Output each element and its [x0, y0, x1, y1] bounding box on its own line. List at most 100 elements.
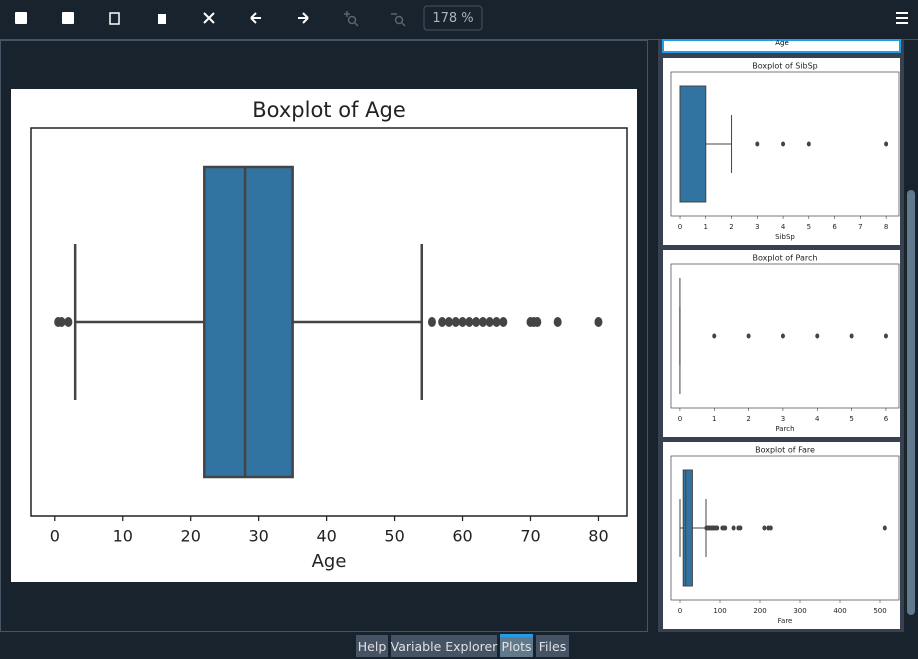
x-tick-label: 60 [452, 527, 472, 546]
outlier [849, 333, 854, 339]
x-axis-label: Parch [775, 425, 794, 433]
outlier [883, 333, 888, 339]
x-tick-label: 200 [753, 607, 766, 615]
x-tick-label: 30 [248, 527, 268, 546]
outlier [465, 317, 474, 327]
outlier [492, 317, 501, 327]
x-tick-label: 4 [781, 223, 786, 231]
outlier [499, 317, 508, 327]
outlier [438, 317, 447, 327]
outlier [762, 525, 767, 531]
x-tick-label: 8 [884, 223, 888, 231]
tab[interactable] [391, 635, 497, 657]
x-tick-label: 0 [678, 607, 682, 615]
x-tick-label: 300 [793, 607, 806, 615]
outlier [746, 333, 751, 339]
x-tick-label: 0 [678, 415, 682, 423]
save-all-button[interactable] [62, 12, 74, 24]
outlier [882, 525, 887, 531]
x-tick-label: 3 [781, 415, 785, 423]
x-tick-label: 0 [678, 223, 682, 231]
thumbnail[interactable] [662, 39, 901, 53]
x-tick-label: 80 [588, 527, 608, 546]
thumbnail[interactable] [663, 442, 900, 629]
x-tick-label: 1 [712, 415, 716, 423]
tab-indicator [500, 634, 533, 637]
outlier [723, 525, 728, 531]
outlier [451, 317, 460, 327]
x-tick-label: 7 [858, 223, 862, 231]
zoom-box[interactable] [423, 5, 483, 31]
splitter[interactable] [649, 40, 657, 632]
chart-title: Boxplot of Age [252, 98, 406, 122]
x-tick-label: 500 [873, 607, 886, 615]
outlier [478, 317, 487, 327]
x-tick-label: 10 [113, 527, 133, 546]
previous-button[interactable] [250, 12, 261, 24]
tab[interactable] [536, 635, 569, 657]
tab-label: Variable Explorer [391, 639, 498, 654]
tab[interactable] [500, 635, 533, 657]
axes-frame [670, 455, 900, 601]
outlier [731, 525, 736, 531]
axes-frame [670, 263, 900, 409]
outlier [780, 333, 785, 339]
x-tick-label: 5 [807, 223, 811, 231]
tab-label: Plots [501, 639, 531, 654]
copy-button[interactable] [109, 12, 120, 25]
outlier [458, 317, 467, 327]
chart-title: Boxplot of Parch [753, 254, 818, 263]
x-tick-label: 1 [704, 223, 708, 231]
tab[interactable] [356, 635, 388, 657]
save-button[interactable] [15, 12, 27, 24]
axes-frame [670, 71, 900, 217]
zoom-in-button[interactable] [344, 11, 359, 27]
x-tick-label: 6 [884, 415, 889, 423]
tab-label: Files [539, 639, 566, 654]
chart-title: Boxplot of Fare [755, 446, 815, 455]
outlier [781, 141, 786, 147]
outlier [738, 525, 743, 531]
outlier [427, 317, 436, 327]
outlier [485, 317, 494, 327]
box [679, 85, 707, 203]
menu-button[interactable] [896, 12, 908, 24]
next-button[interactable] [298, 12, 309, 24]
outlier [553, 317, 562, 327]
scrollbar-handle[interactable] [907, 190, 915, 615]
x-tick-label: 50 [384, 527, 404, 546]
thumbnail[interactable] [663, 250, 900, 437]
x-tick-label: 100 [713, 607, 726, 615]
outlier [815, 333, 820, 339]
zoom-value: 178 % [432, 11, 473, 26]
x-tick-label: 40 [316, 527, 336, 546]
outlier [57, 317, 66, 327]
x-tick-label: 20 [181, 527, 201, 546]
outlier [64, 317, 73, 327]
main-figure [11, 89, 637, 582]
box [682, 469, 693, 587]
axes-frame [30, 127, 628, 517]
remove-all-button[interactable] [203, 12, 215, 24]
x-tick-label: 6 [832, 223, 837, 231]
x-tick-label: 2 [729, 223, 733, 231]
outlier [768, 525, 773, 531]
zoom-out-button[interactable] [391, 13, 406, 27]
outlier [533, 317, 542, 327]
outlier [755, 141, 760, 147]
x-axis-label: SibSp [775, 233, 795, 241]
outlier [884, 141, 889, 147]
x-tick-label: 0 [50, 527, 60, 546]
x-axis-label: Fare [778, 617, 793, 625]
x-tick-label: 5 [849, 415, 853, 423]
box [203, 165, 294, 479]
remove-button[interactable] [158, 14, 166, 24]
x-tick-label: 70 [520, 527, 540, 546]
x-tick-label: 3 [755, 223, 759, 231]
x-tick-label: 2 [746, 415, 750, 423]
outlier [715, 525, 720, 531]
thumbnail-label: Age [775, 39, 789, 47]
outlier [444, 317, 453, 327]
